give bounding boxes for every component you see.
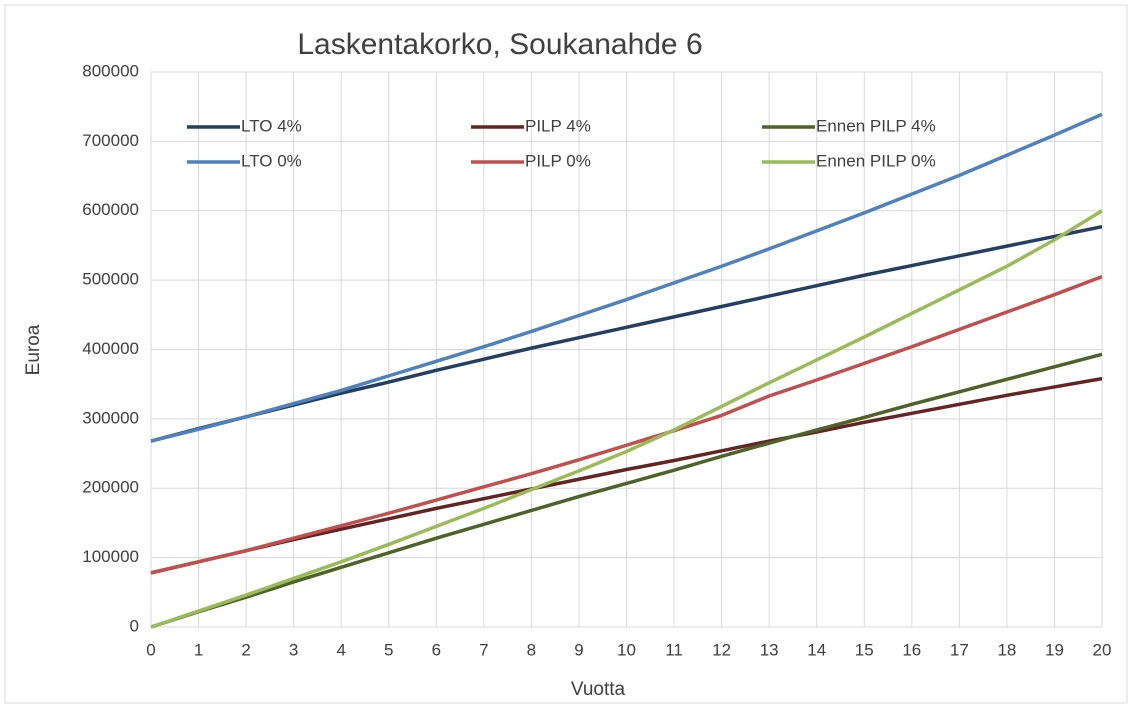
x-tick-label: 17 [950, 640, 969, 659]
legend-label: PILP 4% [525, 116, 591, 135]
series-line [150, 352, 1103, 629]
legend-label: Ennen PILP 0% [816, 151, 936, 170]
x-tick-label: 2 [241, 640, 250, 659]
legend-label: LTO 0% [241, 151, 302, 170]
legend-label: LTO 4% [241, 116, 302, 135]
x-tick-label: 19 [1045, 640, 1064, 659]
y-axis-label: Euroa [23, 324, 44, 375]
legend-label: Ennen PILP 4% [816, 116, 936, 135]
x-tick-label: 1 [194, 640, 203, 659]
y-tick-label: 800000 [82, 61, 139, 80]
y-tick-label: 0 [130, 616, 139, 635]
x-tick-label: 12 [712, 640, 731, 659]
chart-frame [4, 4, 1128, 704]
x-tick-label: 5 [384, 640, 393, 659]
x-tick-label: 11 [665, 640, 683, 659]
x-tick-label: 18 [997, 640, 1016, 659]
x-tick-label: 13 [760, 640, 779, 659]
x-tick-label: 15 [855, 640, 874, 659]
x-axis-label: Vuotta [571, 679, 626, 700]
x-tick-label: 9 [574, 640, 583, 659]
x-tick-label: 14 [807, 640, 826, 659]
y-tick-label: 500000 [82, 270, 139, 289]
x-tick-label: 4 [336, 640, 345, 659]
x-tick-label: 7 [479, 640, 488, 659]
x-tick-label: 20 [1093, 640, 1112, 659]
series-line [150, 209, 1103, 629]
x-tick-label: 6 [432, 640, 441, 659]
x-tick-label: 10 [617, 640, 636, 659]
y-tick-label: 300000 [82, 408, 139, 427]
series-line [150, 224, 1103, 443]
series-line [150, 112, 1103, 443]
y-tick-label: 100000 [82, 547, 139, 566]
x-tick-label: 3 [289, 640, 298, 659]
y-tick-label: 700000 [82, 131, 139, 150]
y-tick-label: 600000 [82, 200, 139, 219]
x-tick-label: 8 [527, 640, 536, 659]
chart-title: Laskentakorko, Soukanahde 6 [297, 28, 702, 61]
legend-label: PILP 0% [525, 151, 591, 170]
y-tick-label: 200000 [82, 478, 139, 497]
series-line [150, 376, 1103, 575]
x-tick-label: 0 [146, 640, 155, 659]
x-tick-label: 16 [902, 640, 921, 659]
series-line [150, 275, 1103, 575]
y-tick-label: 400000 [82, 339, 139, 358]
